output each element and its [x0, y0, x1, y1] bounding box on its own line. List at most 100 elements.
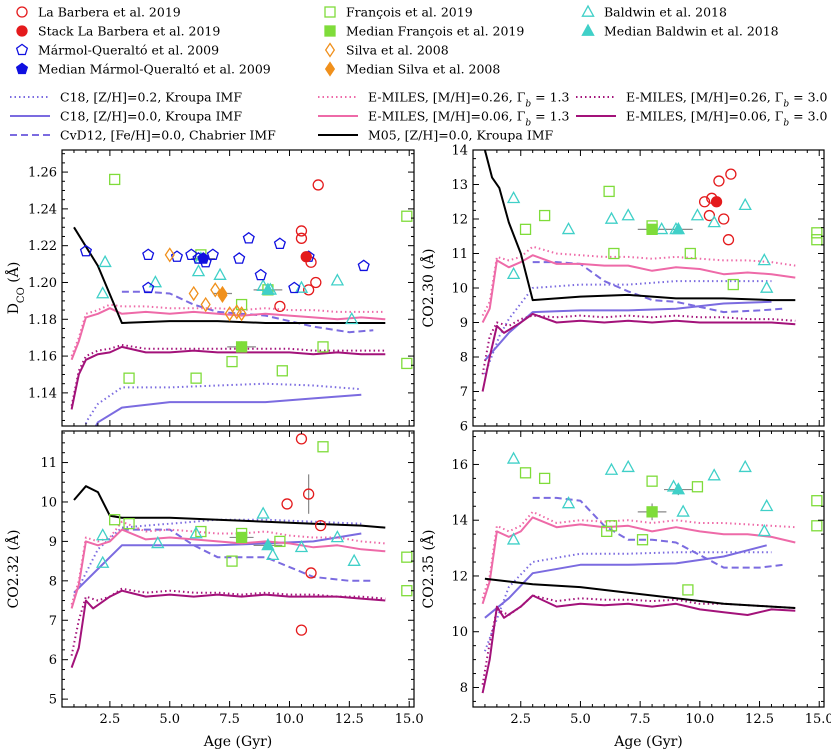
- series-line-c18-z-h-0-0-kroupa-imf: [73, 532, 362, 594]
- legend-marker: [324, 25, 336, 37]
- data-point-silva-et-al-2008: [236, 306, 247, 322]
- legend-marker: [324, 6, 336, 18]
- legend-entry-median-silva-et-al-2008: Median Silva et al. 2008: [324, 61, 500, 77]
- y-tick-label: 8: [49, 574, 57, 589]
- data-point-m-rmol-queralt-et-al-2009: [254, 268, 267, 281]
- data-point-fran-ois-et-al-2019: [519, 467, 532, 479]
- x-tick-label: 10.0: [685, 712, 714, 727]
- data-point-fran-ois-et-al-2019: [603, 185, 615, 198]
- data-point-baldwin-et-al-2018: [738, 197, 752, 211]
- panel-top-right: 6 7 8 9 10 11 12 13 14 CO2.30 (Å): [419, 144, 825, 435]
- y-tick-label: 12: [451, 569, 468, 584]
- legend-label: La Barbera et al. 2019: [38, 5, 181, 20]
- legend-entry-m05-z-h-0-0-kroupa-imf: M05, [Z/H]=0.0, Kroupa IMF: [318, 128, 554, 143]
- legend-label: François et al. 2019: [346, 5, 473, 20]
- legend-entry-m-rmol-queralt-et-al-2009: Mármol-Queraltó et al. 2009: [15, 43, 219, 58]
- data-point-baldwin-et-al-2018: [506, 266, 521, 280]
- data-point-fran-ois-et-al-2019: [401, 210, 413, 222]
- legend-marker: [15, 62, 29, 75]
- legend-label: E-MILES, [M/H]=0.06, Γb = 1.3: [368, 109, 570, 129]
- x-tick-label: 10.0: [275, 712, 304, 727]
- data-point-la-barbera-et-al-2019: [698, 196, 711, 208]
- legend-entry-e-miles-m-h-0-26-b-3-0: E-MILES, [M/H]=0.26, Γb = 3.0: [576, 90, 828, 110]
- series-line-m05-z-h-0-0-kroupa-imf: [483, 150, 796, 302]
- data-point-fran-ois-et-al-2019: [811, 495, 823, 507]
- series-line-m05-z-h-0-0-kroupa-imf: [484, 577, 796, 609]
- data-point-stack-la-barbera-et-al-2019: [302, 488, 315, 500]
- data-point-m-rmol-queralt-et-al-2009: [233, 252, 246, 264]
- series-line-c18-z-h-0-0-kroupa-imf: [94, 393, 362, 426]
- data-point-fran-ois-et-al-2019: [538, 472, 551, 485]
- series-line-e-miles-m-h-0-26-b-1-3: [481, 245, 796, 317]
- legend-entry-stack-la-barbera-et-al-2019: Stack La Barbera et al. 2019: [16, 24, 220, 39]
- series-line-e-miles-m-h-0-26-b-3-0: [70, 344, 386, 407]
- data-point-fran-ois-et-al-2019: [226, 355, 238, 368]
- series-line-cvd12-fe-h-0-0-chabrier-imf: [121, 290, 374, 334]
- x-tick-label: 12.5: [745, 712, 774, 727]
- data-point-baldwin-et-al-2018: [148, 275, 163, 288]
- data-point-fran-ois-et-al-2019: [727, 278, 739, 291]
- data-point-la-barbera-et-al-2019: [713, 175, 725, 187]
- data-point-fran-ois-et-al-2019: [811, 520, 823, 532]
- legend-entry-baldwin-et-al-2018: Baldwin et al. 2018: [581, 4, 727, 20]
- series-line-e-miles-m-h-0-26-b-1-3: [70, 303, 386, 357]
- y-tick-label: 6: [460, 420, 468, 435]
- data-point-fran-ois-et-al-2019: [317, 441, 329, 453]
- data-point-fran-ois-et-al-2019: [317, 341, 329, 353]
- series-line-e-miles-m-h-0-06-b-3-0: [481, 312, 796, 392]
- series-line-e-miles-m-h-0-26-b-1-3: [70, 520, 386, 605]
- data-point-m-rmol-queralt-et-al-2009: [79, 244, 93, 257]
- y-tick-label: 7: [49, 614, 57, 629]
- x-tick-label: 15.0: [805, 712, 831, 727]
- data-point-baldwin-et-al-2018: [707, 468, 721, 481]
- data-point-la-barbera-et-al-2019: [310, 276, 322, 289]
- y-tick-label: 1.22: [28, 239, 57, 254]
- data-point-median-baldwin-et-al-2018: [261, 537, 275, 551]
- x-tick-label: 2.5: [510, 712, 531, 727]
- data-point-median-fran-ois-et-al-2019: [646, 506, 658, 518]
- series-line-c18-z-h-0-2-kroupa-imf: [83, 382, 362, 426]
- data-point-baldwin-et-al-2018: [294, 539, 309, 553]
- legend-label: M05, [Z/H]=0.0, Kroupa IMF: [368, 128, 554, 143]
- data-point-m-rmol-queralt-et-al-2009: [242, 231, 255, 244]
- y-tick-label: 10: [451, 625, 468, 640]
- data-point-median-silva-et-al-2008: [217, 285, 228, 302]
- data-point-baldwin-et-al-2018: [506, 190, 521, 204]
- plot-area: [70, 173, 413, 426]
- data-point-fran-ois-et-al-2019: [684, 247, 696, 260]
- data-point-median-fran-ois-et-al-2019: [646, 223, 658, 236]
- series-line-e-miles-m-h-0-06-b-1-3: [481, 516, 796, 605]
- data-point-median-baldwin-et-al-2018: [261, 282, 275, 295]
- data-point-la-barbera-et-al-2019: [274, 300, 286, 313]
- data-point-median-baldwin-et-al-2018: [671, 482, 686, 495]
- y-tick-label: 10: [451, 282, 468, 297]
- y-axis-title: CO2.32 (Å): [4, 530, 22, 609]
- legend: La Barbera et al. 2019 François et al. 20…: [10, 5, 828, 143]
- series-line-e-miles-m-h-0-06-b-1-3: [70, 528, 386, 609]
- x-tick-label: 15.0: [395, 712, 424, 727]
- x-tick-label: 12.5: [335, 712, 364, 727]
- data-point-la-barbera-et-al-2019: [718, 213, 730, 225]
- axes-frame: [61, 149, 415, 427]
- x-tick-label: 2.5: [100, 712, 121, 727]
- data-point-baldwin-et-al-2018: [330, 530, 345, 543]
- legend-label: Stack La Barbera et al. 2019: [38, 24, 220, 39]
- data-point-fran-ois-et-al-2019: [538, 209, 551, 222]
- y-axis-title: CO2.35 (Å): [419, 530, 437, 609]
- data-point-la-barbera-et-al-2019: [295, 624, 308, 636]
- legend-label: E-MILES, [M/H]=0.26, Γb = 3.0: [626, 90, 828, 110]
- data-point-fran-ois-et-al-2019: [109, 173, 121, 186]
- series-line-cvd12-fe-h-0-0-chabrier-imf: [121, 528, 374, 582]
- legend-marker: [581, 4, 595, 17]
- data-point-fran-ois-et-al-2019: [811, 227, 823, 239]
- data-point-fran-ois-et-al-2019: [123, 518, 135, 530]
- legend-label: C18, [Z/H]=0.0, Kroupa IMF: [60, 109, 242, 124]
- legend-entry-median-m-rmol-queralt-et-al-2009: Median Mármol-Queraltó et al. 2009: [15, 62, 271, 77]
- data-point-silva-et-al-2008: [188, 285, 199, 302]
- data-point-baldwin-et-al-2018: [330, 273, 345, 286]
- data-point-silva-et-al-2008: [210, 282, 221, 298]
- y-tick-label: 14: [451, 514, 468, 529]
- legend-label: E-MILES, [M/H]=0.06, Γb = 3.0: [626, 109, 828, 129]
- x-tick-label: 5.0: [570, 712, 591, 727]
